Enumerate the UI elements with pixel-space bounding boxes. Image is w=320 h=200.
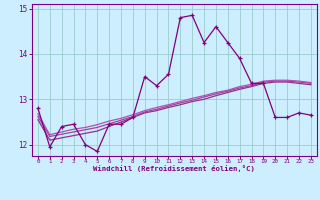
X-axis label: Windchill (Refroidissement éolien,°C): Windchill (Refroidissement éolien,°C): [93, 165, 255, 172]
